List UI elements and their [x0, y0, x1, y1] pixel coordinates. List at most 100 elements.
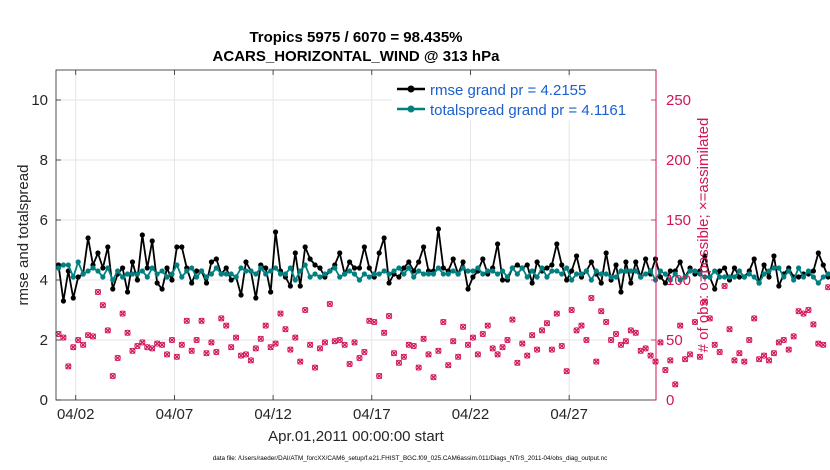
totalspread-point	[638, 274, 644, 280]
obs-possible-marker	[479, 330, 486, 338]
totalspread-point	[203, 274, 210, 280]
obs-assimilated-marker	[287, 346, 294, 353]
obs-assimilated-marker	[302, 306, 309, 314]
chart-subtitle: ACARS_HORIZONTAL_WIND @ 313 hPa	[213, 48, 501, 65]
totalspread-point	[80, 271, 86, 277]
totalspread-point	[346, 268, 353, 274]
totalspread-point	[569, 277, 575, 283]
rmse-point	[736, 274, 742, 280]
obs-possible-marker	[65, 363, 72, 370]
obs-possible-marker	[188, 347, 195, 354]
obs-assimilated-marker	[805, 306, 812, 314]
obs-assimilated-marker	[203, 350, 210, 357]
totalspread-point	[297, 268, 303, 274]
obs-assimilated-marker	[450, 338, 457, 345]
obs-assimilated-marker	[223, 322, 230, 329]
x-tick-label: 04/22	[452, 406, 490, 423]
legend-spread-marker	[407, 105, 415, 113]
obs-assimilated-marker	[800, 310, 807, 317]
totalspread-point	[647, 268, 654, 274]
obs-possible-marker	[223, 322, 230, 329]
obs-possible-marker	[726, 326, 733, 333]
obs-assimilated-marker	[756, 356, 763, 363]
rmse-point	[194, 268, 200, 274]
obs-possible-marker	[302, 306, 309, 314]
totalspread-point	[277, 271, 284, 277]
obs-assimilated-marker	[588, 294, 595, 302]
rmse-point	[317, 265, 323, 271]
totalspread-point	[243, 268, 249, 274]
totalspread-point	[583, 268, 590, 274]
totalspread-point	[761, 271, 767, 277]
obs-assimilated-marker	[469, 334, 477, 341]
rmse-point	[766, 274, 772, 280]
totalspread-point	[268, 268, 274, 274]
totalspread-point	[524, 274, 530, 280]
totalspread-point	[539, 265, 545, 271]
legend-box	[391, 77, 651, 121]
totalspread-point	[406, 265, 412, 271]
rmse-point	[657, 274, 664, 280]
rmse-point	[361, 244, 367, 250]
totalspread-point	[218, 271, 224, 277]
rmse-point	[134, 277, 141, 283]
obs-assimilated-marker	[267, 344, 274, 351]
obs-assimilated-marker	[514, 359, 521, 366]
obs-assimilated-marker	[242, 351, 250, 358]
obs-possible-marker	[533, 346, 541, 353]
obs-assimilated-marker	[632, 329, 639, 336]
x-tick-label: 04/02	[57, 406, 95, 423]
rmse-point	[337, 250, 343, 256]
obs-possible-marker	[208, 339, 215, 346]
obs-possible-marker	[622, 338, 630, 345]
obs-assimilated-marker	[460, 323, 467, 330]
obs-assimilated-marker	[701, 298, 708, 305]
totalspread-point	[105, 265, 111, 271]
totalspread-point	[593, 268, 599, 274]
obs-assimilated-marker	[193, 336, 200, 344]
obs-possible-marker	[361, 348, 368, 356]
rmse-point	[573, 253, 580, 259]
rmse-point	[416, 259, 422, 265]
rmse-point	[312, 262, 318, 268]
obs-assimilated-marker	[94, 288, 102, 296]
obs-assimilated-marker	[75, 336, 82, 344]
obs-possible-marker	[99, 302, 106, 309]
rmse-point	[731, 265, 738, 271]
obs-assimilated-marker	[60, 334, 67, 341]
obs-possible-marker	[765, 357, 773, 364]
obs-assimilated-marker	[85, 332, 92, 339]
totalspread-point	[371, 271, 377, 277]
totalspread-point	[731, 274, 738, 280]
obs-assimilated-marker	[484, 322, 491, 329]
totalspread-point	[786, 268, 792, 274]
rmse-point	[179, 244, 185, 250]
obs-possible-marker	[321, 339, 329, 346]
rmse-point	[351, 265, 358, 271]
y-tick-label: 0	[40, 392, 48, 409]
totalspread-point	[134, 271, 141, 277]
rmse-point	[420, 244, 427, 250]
legend: rmse grand pr = 4.2155 totalspread grand…	[391, 77, 651, 121]
obs-possible-marker	[459, 323, 467, 330]
chart-title: Tropics 5975 / 6070 = 98.435%	[249, 29, 462, 46]
obs-assimilated-marker	[770, 350, 777, 357]
rmse-point	[60, 298, 67, 304]
obs-possible-marker	[351, 339, 358, 346]
rmse-point	[559, 262, 565, 268]
obs-assimilated-marker	[257, 335, 264, 342]
obs-possible-marker	[711, 341, 718, 348]
obs-assimilated-marker	[316, 345, 324, 352]
y2-tick-label: 50	[666, 332, 683, 349]
obs-possible-marker	[163, 351, 171, 358]
obs-possible-marker	[469, 334, 477, 341]
totalspread-point	[776, 265, 782, 271]
obs-possible-marker	[440, 318, 447, 326]
obs-assimilated-marker	[479, 330, 486, 338]
obs-assimilated-marker	[124, 329, 131, 336]
obs-assimilated-marker	[775, 339, 782, 346]
y-axis-label: rmse and totalspread	[15, 165, 32, 306]
obs-possible-marker	[682, 356, 689, 363]
x-tick-label: 04/17	[353, 406, 391, 423]
rmse-point	[376, 250, 382, 256]
